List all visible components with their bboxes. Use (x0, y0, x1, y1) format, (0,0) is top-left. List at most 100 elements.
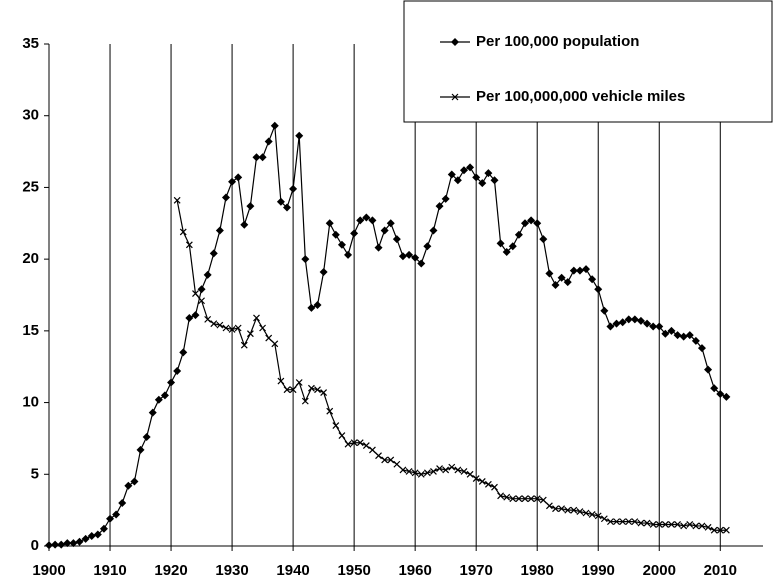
data-point (539, 235, 548, 244)
data-point (234, 324, 242, 332)
data-point (160, 391, 169, 400)
data-point (655, 322, 664, 331)
data-point (283, 386, 291, 394)
data-point (215, 226, 224, 235)
y-tick-label: 5 (31, 465, 39, 482)
data-point (454, 466, 462, 474)
y-tick-label: 20 (22, 250, 39, 267)
data-point (398, 252, 407, 261)
legend-label: Per 100,000,000 vehicle miles (476, 88, 685, 105)
data-point (576, 508, 584, 516)
data-point (69, 539, 78, 548)
data-point (575, 266, 584, 275)
data-point (307, 303, 316, 312)
data-point (301, 397, 309, 405)
data-point (673, 331, 682, 340)
data-point (545, 502, 553, 510)
data-point (459, 166, 468, 175)
data-point (533, 495, 541, 503)
data-point (637, 519, 645, 527)
data-point (368, 216, 377, 225)
data-point (307, 384, 315, 392)
data-point (265, 334, 273, 342)
data-point (301, 255, 310, 264)
data-point (179, 228, 187, 236)
legend-marker (451, 38, 459, 46)
data-point (704, 365, 713, 374)
data-point (686, 521, 694, 528)
data-point (185, 313, 194, 322)
data-point (240, 220, 249, 229)
data-point (441, 194, 450, 203)
data-point (167, 378, 176, 387)
data-point (594, 512, 602, 520)
data-point (344, 440, 352, 448)
y-tick-label: 30 (22, 107, 39, 124)
data-point (320, 389, 328, 396)
data-point (624, 315, 633, 324)
data-point (582, 509, 590, 517)
data-point (179, 348, 188, 357)
data-point (240, 341, 248, 349)
data-point (192, 290, 199, 297)
data-point (362, 213, 371, 222)
data-point (271, 340, 279, 348)
data-point (380, 226, 389, 235)
data-point (222, 324, 230, 332)
y-tick-label: 10 (22, 394, 39, 411)
data-point (710, 384, 719, 393)
data-point (325, 219, 334, 228)
data-point (295, 131, 304, 140)
data-point (643, 319, 652, 328)
series-line (176, 200, 727, 531)
data-point (338, 432, 346, 439)
data-point (87, 531, 96, 540)
data-point (314, 386, 321, 394)
data-point (387, 456, 395, 464)
data-point (112, 510, 121, 519)
data-point (716, 389, 725, 398)
data-point (508, 242, 517, 251)
data-point (448, 463, 456, 471)
data-point (313, 301, 322, 310)
data-point (332, 422, 340, 429)
data-point (569, 266, 578, 275)
data-point (423, 242, 432, 251)
data-point (484, 169, 493, 178)
data-point (216, 321, 224, 329)
x-tick-label: 1900 (32, 562, 65, 579)
data-point (326, 407, 334, 415)
data-point (228, 177, 237, 186)
data-point (497, 492, 505, 500)
data-point (716, 526, 724, 534)
data-point (283, 203, 291, 212)
data-point (570, 506, 578, 514)
data-point (668, 521, 675, 528)
data-point (381, 456, 389, 464)
data-point (484, 480, 492, 488)
data-point (252, 153, 261, 162)
data-point (564, 506, 572, 514)
data-point (679, 332, 688, 341)
x-tick-label: 1910 (93, 562, 126, 579)
data-point (203, 270, 212, 279)
data-point (393, 460, 401, 468)
data-point (221, 193, 230, 202)
data-point (411, 469, 419, 477)
x-tick-label: 1990 (582, 562, 615, 579)
data-point (491, 483, 498, 491)
data-point (106, 514, 115, 523)
data-point (649, 322, 658, 331)
data-point (607, 518, 614, 526)
data-point (478, 179, 487, 188)
data-point (228, 325, 236, 333)
data-point (557, 273, 566, 282)
data-point (185, 241, 193, 249)
data-point (661, 521, 669, 528)
x-tick-label: 1920 (154, 562, 187, 579)
data-point (264, 137, 273, 146)
data-point (276, 197, 285, 206)
data-point (613, 518, 620, 526)
data-point (698, 522, 706, 530)
y-tick-label: 35 (22, 35, 39, 52)
